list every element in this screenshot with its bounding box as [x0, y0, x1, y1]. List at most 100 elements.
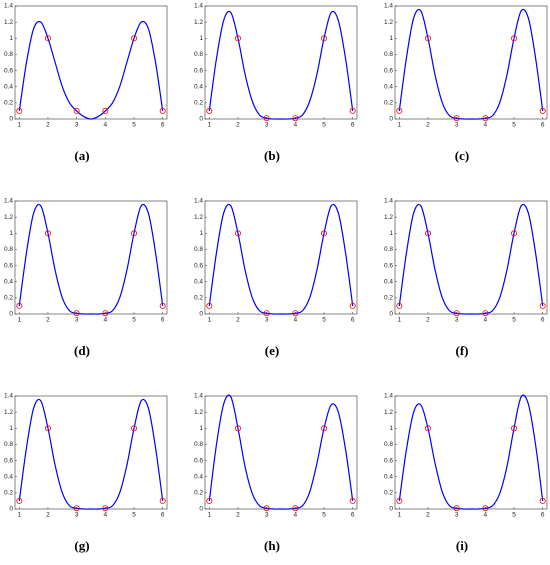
y-tick-label: 0 — [9, 116, 13, 123]
caption: (g) — [74, 538, 89, 553]
y-tick-label: 1.4 — [194, 3, 203, 10]
x-tick-label: 1 — [17, 122, 21, 129]
data-point — [159, 107, 166, 114]
y-tick-label: 0.6 — [194, 457, 203, 464]
y-tick-label: 1 — [199, 230, 203, 237]
y-tick-label: 1.4 — [4, 3, 13, 10]
x-tick-label: 3 — [265, 512, 269, 519]
data-point — [321, 35, 328, 42]
y-tick-label: 0 — [389, 116, 393, 123]
x-tick-label: 1 — [17, 317, 21, 324]
y-tick-label: 1.4 — [4, 393, 13, 400]
plot-frame — [204, 5, 358, 120]
x-tick-label: 1 — [397, 122, 401, 129]
y-tick-label: 0.2 — [194, 490, 203, 497]
data-point — [396, 302, 403, 309]
data-point — [396, 107, 403, 114]
data-point — [44, 230, 51, 237]
y-tick-label: 0.8 — [4, 51, 13, 58]
data-point — [234, 35, 241, 42]
data-point — [511, 425, 518, 432]
y-tick-label: 0.4 — [4, 473, 13, 480]
y-tick-label: 0.4 — [4, 83, 13, 90]
x-tick-label: 6 — [351, 122, 355, 129]
curve — [208, 10, 354, 120]
data-point — [159, 497, 166, 504]
data-point — [349, 302, 356, 309]
y-tick-label: 1.2 — [4, 19, 13, 26]
caption: (a) — [74, 148, 89, 163]
x-tick-label: 4 — [104, 512, 108, 519]
data-point — [349, 497, 356, 504]
x-tick-label: 3 — [75, 512, 79, 519]
y-tick-label: 1 — [389, 425, 393, 432]
caption: (d) — [74, 343, 90, 358]
y-tick-label: 0.8 — [384, 51, 393, 58]
y-tick-label: 1.2 — [194, 19, 203, 26]
y-tick-label: 1 — [9, 35, 13, 42]
plot-frame — [14, 200, 168, 315]
y-tick-label: 0 — [9, 506, 13, 513]
data-point — [453, 310, 460, 317]
data-point — [539, 107, 546, 114]
curve — [18, 20, 164, 120]
y-tick-label: 1.2 — [194, 214, 203, 221]
x-tick-label: 5 — [322, 122, 326, 129]
curve — [398, 394, 544, 510]
y-tick-label: 0.6 — [194, 262, 203, 269]
x-tick-label: 1 — [397, 512, 401, 519]
y-tick-label: 1 — [199, 425, 203, 432]
y-tick-label: 0.6 — [194, 67, 203, 74]
x-tick-label: 5 — [132, 317, 136, 324]
data-point — [73, 505, 80, 512]
x-tick-label: 3 — [455, 122, 459, 129]
data-point — [424, 35, 431, 42]
x-tick-label: 6 — [541, 122, 545, 129]
x-tick-label: 1 — [207, 317, 211, 324]
data-point — [453, 505, 460, 512]
data-point — [263, 310, 270, 317]
data-point — [511, 230, 518, 237]
x-tick-label: 4 — [484, 122, 488, 129]
y-tick-label: 0.8 — [4, 441, 13, 448]
data-point — [206, 302, 213, 309]
y-tick-label: 1 — [199, 35, 203, 42]
x-tick-label: 2 — [236, 317, 240, 324]
data-point — [482, 310, 489, 317]
x-tick-label: 2 — [236, 512, 240, 519]
x-tick-label: 3 — [455, 512, 459, 519]
x-tick-label: 4 — [294, 512, 298, 519]
x-tick-label: 3 — [455, 317, 459, 324]
y-tick-label: 1.4 — [384, 198, 393, 205]
x-tick-label: 6 — [351, 512, 355, 519]
data-point — [292, 310, 299, 317]
y-tick-label: 0 — [199, 311, 203, 318]
x-tick-label: 1 — [207, 512, 211, 519]
data-point — [16, 497, 23, 504]
y-tick-label: 0.2 — [384, 100, 393, 107]
y-tick-label: 0.4 — [194, 473, 203, 480]
curve — [398, 203, 544, 315]
y-tick-label: 0.4 — [194, 83, 203, 90]
x-tick-label: 5 — [322, 317, 326, 324]
x-tick-label: 1 — [17, 512, 21, 519]
y-tick-label: 1.2 — [384, 214, 393, 221]
x-tick-label: 6 — [161, 512, 165, 519]
y-tick-label: 0.2 — [4, 100, 13, 107]
y-tick-label: 0.2 — [194, 100, 203, 107]
data-point — [424, 230, 431, 237]
y-tick-label: 0.8 — [194, 246, 203, 253]
plot-frame — [204, 395, 358, 510]
x-tick-label: 2 — [426, 122, 430, 129]
y-tick-label: 0 — [199, 116, 203, 123]
y-tick-label: 1.4 — [194, 198, 203, 205]
y-tick-label: 1 — [9, 425, 13, 432]
x-tick-label: 1 — [397, 317, 401, 324]
y-tick-label: 0.6 — [384, 67, 393, 74]
data-point — [511, 35, 518, 42]
x-tick-label: 2 — [46, 317, 50, 324]
data-point — [131, 230, 138, 237]
x-tick-label: 6 — [541, 317, 545, 324]
x-tick-label: 4 — [484, 317, 488, 324]
